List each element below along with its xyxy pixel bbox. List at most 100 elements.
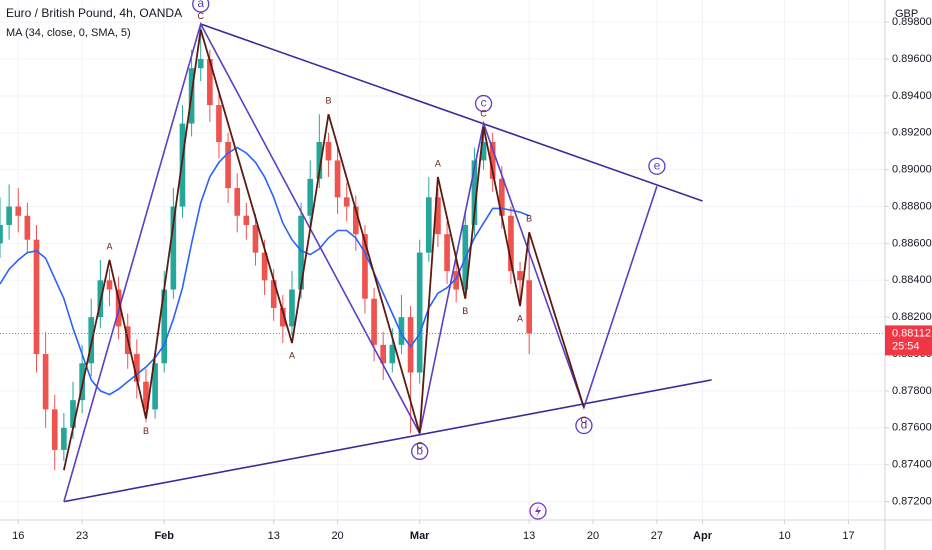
- y-tick-label: 0.87400: [892, 459, 932, 471]
- x-tick-label: Feb: [154, 530, 174, 542]
- candle-body: [508, 215, 514, 272]
- y-tick-label: 0.89200: [892, 127, 932, 139]
- wave-label: e: [654, 158, 661, 172]
- candle-body: [270, 280, 277, 308]
- wave-label: C: [581, 415, 588, 425]
- candle-body: [489, 141, 496, 179]
- candle-body: [79, 363, 85, 401]
- candle-body: [289, 289, 295, 327]
- candle-body: [425, 197, 432, 253]
- wave-label: d: [581, 418, 588, 432]
- candle-body: [298, 215, 304, 290]
- ma-line: [0, 146, 530, 396]
- candle-body: [134, 354, 140, 382]
- candle-body: [70, 400, 76, 428]
- chart-title: Euro / British Pound, 4h, OANDA: [6, 6, 182, 20]
- candle-body: [352, 206, 359, 235]
- candle-body: [42, 354, 49, 410]
- x-tick-label: Apr: [693, 530, 713, 542]
- last-price-tag: [885, 325, 932, 356]
- candle-body: [444, 234, 450, 272]
- wave-label: A: [106, 241, 112, 251]
- wave-label-circle: [474, 94, 493, 113]
- wave-label-circle: [192, 0, 210, 13]
- wave-label: A: [435, 158, 441, 168]
- wave-label: B: [143, 426, 149, 436]
- candle-body: [6, 206, 12, 225]
- x-tick-label: 17: [842, 530, 854, 542]
- x-tick-label: 23: [76, 530, 88, 542]
- y-tick-label: 0.88800: [892, 200, 932, 212]
- x-tick-label: 13: [523, 530, 535, 542]
- wave-label-circle: [411, 442, 429, 460]
- candle-body: [106, 280, 113, 290]
- candle-body: [170, 206, 177, 290]
- candle-body: [371, 298, 377, 345]
- x-tick-label: 20: [587, 530, 599, 542]
- candle-body: [15, 206, 22, 216]
- candle-body: [307, 178, 314, 216]
- candle-body: [343, 197, 350, 207]
- candle-body: [197, 59, 204, 69]
- y-tick-label: 0.88200: [892, 311, 932, 323]
- y-tick-label: 0.89600: [892, 53, 932, 65]
- candle-body: [471, 160, 478, 225]
- x-tick-label: 16: [12, 530, 24, 542]
- x-tick-label: 27: [651, 530, 663, 542]
- currency-label: GBP: [895, 8, 918, 20]
- wave-label: B: [325, 96, 331, 106]
- candle-body: [498, 178, 505, 216]
- candle-body: [280, 307, 286, 327]
- candle-body: [252, 224, 259, 253]
- y-tick-label: 0.87800: [892, 385, 932, 397]
- wave-label: A: [517, 313, 523, 323]
- x-tick-label: 10: [779, 530, 791, 542]
- wave-label: B: [526, 214, 532, 224]
- candle-body: [33, 239, 40, 355]
- legend-entry: MA (34, close, 0, SMA, 5): [6, 27, 131, 39]
- wave-label: C: [480, 109, 487, 119]
- candle-body: [24, 215, 31, 240]
- candle-body: [407, 317, 414, 373]
- y-tick-label: 0.89400: [892, 90, 932, 102]
- wave-label-circle: [648, 157, 666, 175]
- candle-body: [207, 59, 213, 106]
- trend-line: [200, 23, 703, 202]
- x-tick-label: 13: [268, 530, 280, 542]
- wave-label: C: [416, 441, 423, 451]
- wave-label: A: [289, 350, 295, 360]
- wave-label: C: [197, 11, 204, 21]
- y-tick-label: 0.89000: [892, 164, 932, 176]
- plot-area: a b c d e A B C A B C A B C A B C: [0, 0, 885, 503]
- y-tick-label: 0.87600: [892, 422, 932, 434]
- candle-body: [334, 160, 341, 198]
- candle-body: [0, 224, 3, 244]
- candle-body: [243, 215, 250, 225]
- y-tick-label: 0.88400: [892, 274, 932, 286]
- candle-body: [261, 252, 268, 281]
- wave-label: c: [481, 96, 487, 110]
- last-price-label: 0.88112: [892, 327, 931, 339]
- x-tick-label: 20: [331, 530, 343, 542]
- candle-body: [398, 317, 405, 345]
- candle-body: [453, 271, 460, 290]
- lightning-icon: [529, 502, 547, 520]
- candle-body: [526, 280, 533, 334]
- candle-body: [416, 252, 423, 373]
- candle-body: [380, 344, 387, 364]
- candle-body: [234, 188, 241, 216]
- candle-body: [517, 271, 523, 281]
- candle-body: [51, 409, 58, 450]
- candle-body: [225, 141, 231, 189]
- candle-body: [161, 289, 168, 364]
- wave-label: a: [197, 0, 204, 10]
- candle-body: [389, 344, 396, 364]
- wave-line: [63, 29, 585, 471]
- candle-body: [362, 234, 368, 299]
- wave-label-circle: [575, 416, 593, 435]
- y-tick-label: 0.87200: [892, 495, 932, 507]
- candle-body: [216, 105, 222, 142]
- countdown: 25:54: [892, 340, 920, 352]
- candle-body: [152, 363, 158, 410]
- x-tick-label: Mar: [410, 530, 430, 542]
